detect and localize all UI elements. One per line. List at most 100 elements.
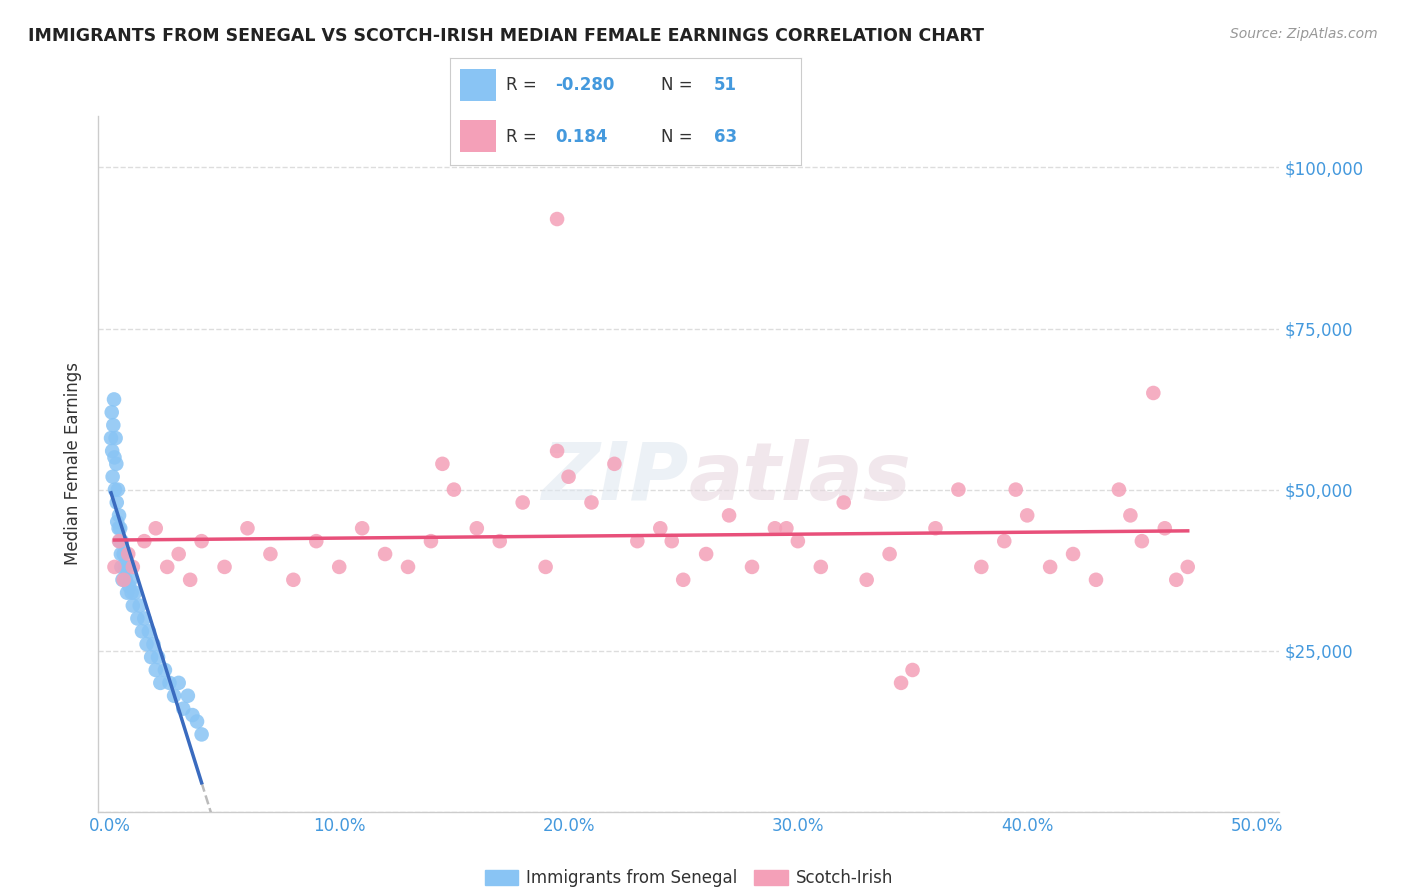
Point — [763, 521, 786, 535]
Point — [105, 515, 128, 529]
Point — [512, 495, 534, 509]
Point — [879, 547, 901, 561]
Point — [948, 483, 970, 497]
Point — [146, 650, 169, 665]
Point — [534, 560, 557, 574]
Point — [810, 560, 832, 574]
Point — [190, 534, 212, 549]
Point — [138, 624, 160, 639]
Text: R =: R = — [506, 128, 543, 145]
Point — [465, 521, 488, 535]
Point — [283, 573, 305, 587]
Point — [107, 521, 129, 535]
Point — [214, 560, 236, 574]
Point — [121, 560, 143, 574]
Point — [1004, 483, 1026, 497]
Point — [115, 585, 138, 599]
Point — [159, 676, 181, 690]
Point — [100, 405, 122, 419]
Point — [650, 521, 672, 535]
Text: N =: N = — [661, 128, 697, 145]
Point — [142, 637, 165, 651]
Point — [236, 521, 259, 535]
Point — [100, 431, 122, 445]
Point — [488, 534, 510, 549]
Point — [111, 534, 134, 549]
Point — [101, 444, 124, 458]
Point — [661, 534, 683, 549]
Point — [1119, 508, 1142, 523]
Point — [546, 212, 568, 227]
Text: R =: R = — [506, 77, 543, 95]
Point — [107, 483, 129, 497]
Point — [108, 534, 131, 549]
Point — [135, 637, 157, 651]
Point — [1017, 508, 1039, 523]
Point — [352, 521, 374, 535]
Point — [128, 599, 150, 613]
Text: ZIP: ZIP — [541, 439, 689, 516]
Point — [145, 663, 167, 677]
Y-axis label: Median Female Earnings: Median Female Earnings — [65, 362, 83, 566]
Point — [890, 676, 912, 690]
Point — [121, 599, 143, 613]
Point — [718, 508, 741, 523]
Point — [111, 573, 134, 587]
Point — [114, 560, 136, 574]
Point — [1177, 560, 1199, 574]
Point — [1166, 573, 1188, 587]
Text: atlas: atlas — [689, 439, 911, 516]
Bar — [461, 120, 496, 153]
Point — [1062, 547, 1084, 561]
Point — [105, 457, 128, 471]
Point — [112, 573, 135, 587]
Point — [167, 676, 190, 690]
Point — [374, 547, 396, 561]
Point — [603, 457, 626, 471]
Point — [103, 450, 125, 465]
Text: Source: ZipAtlas.com: Source: ZipAtlas.com — [1230, 27, 1378, 41]
Point — [156, 560, 179, 574]
Text: 0.184: 0.184 — [555, 128, 607, 145]
Point — [118, 579, 141, 593]
Point — [328, 560, 350, 574]
Point — [131, 624, 153, 639]
Point — [420, 534, 443, 549]
Point — [1153, 521, 1175, 535]
Point — [626, 534, 648, 549]
Point — [432, 457, 454, 471]
Point — [741, 560, 763, 574]
Point — [190, 727, 212, 741]
Point — [1130, 534, 1153, 549]
Text: 63: 63 — [714, 128, 737, 145]
Point — [103, 418, 125, 433]
Point — [108, 534, 131, 549]
Point — [855, 573, 877, 587]
Point — [775, 521, 797, 535]
Point — [120, 573, 142, 587]
Point — [443, 483, 465, 497]
Point — [546, 444, 568, 458]
Point — [179, 573, 201, 587]
Point — [396, 560, 419, 574]
Point — [115, 573, 138, 587]
Point — [901, 663, 924, 677]
Point — [104, 431, 127, 445]
Point — [970, 560, 993, 574]
Text: 51: 51 — [714, 77, 737, 95]
Point — [557, 469, 579, 483]
Point — [163, 689, 186, 703]
Point — [103, 392, 125, 407]
Point — [105, 495, 128, 509]
Bar — [461, 69, 496, 101]
Point — [672, 573, 695, 587]
Legend: Immigrants from Senegal, Scotch-Irish: Immigrants from Senegal, Scotch-Irish — [478, 863, 900, 892]
Point — [112, 547, 135, 561]
Text: IMMIGRANTS FROM SENEGAL VS SCOTCH-IRISH MEDIAN FEMALE EARNINGS CORRELATION CHART: IMMIGRANTS FROM SENEGAL VS SCOTCH-IRISH … — [28, 27, 984, 45]
Point — [117, 560, 139, 574]
Point — [1039, 560, 1062, 574]
Point — [786, 534, 808, 549]
Point — [127, 611, 149, 625]
Point — [134, 611, 156, 625]
Point — [832, 495, 855, 509]
